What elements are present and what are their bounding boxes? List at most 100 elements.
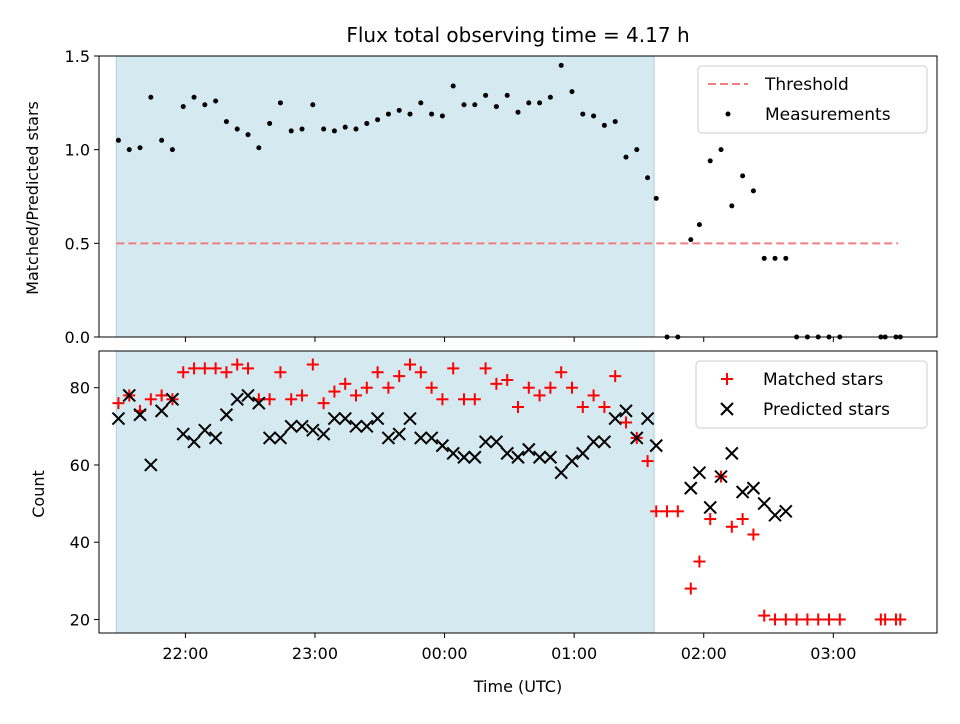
cross-b [543, 450, 558, 464]
matched-star-point [458, 393, 471, 406]
legend-matched-swatch [721, 373, 733, 385]
matched-star-point [339, 377, 352, 390]
y-tick-label: 1.5 [65, 47, 90, 66]
predicted-star-point [176, 427, 190, 441]
matched-star-point [533, 389, 546, 402]
y-tick-label: 0.5 [65, 234, 90, 253]
plot-frame [98, 350, 938, 634]
predicted-star-point [468, 450, 482, 464]
predicted-star-point [640, 411, 655, 426]
cross-b [284, 419, 298, 434]
x-tick-label: 22:00 [162, 644, 208, 663]
cross-b [381, 431, 396, 445]
matched-star-point [747, 528, 760, 541]
cross-b [230, 392, 244, 406]
x-tick-label: 01:00 [551, 644, 597, 663]
predicted-star-point [230, 392, 244, 406]
cross-b [241, 388, 255, 403]
legend-measurements-label: Measurements [765, 105, 891, 125]
measurement-point [148, 94, 154, 100]
cross-b [122, 388, 136, 403]
y-tick-label: 20 [70, 610, 90, 629]
cross-b [522, 442, 536, 457]
matched-star-point [371, 366, 384, 379]
measurement-point [504, 92, 510, 98]
measurement-point [645, 175, 651, 181]
cross-b [327, 411, 342, 426]
matched-star-point [812, 613, 825, 626]
measurement-point [353, 126, 359, 132]
predicted-star-point [144, 458, 158, 472]
cross-b [306, 423, 320, 437]
predicted-star-point [219, 408, 234, 422]
top-legend-box [697, 65, 928, 134]
legend-measurements-swatch [725, 111, 731, 117]
matched-star-point [360, 381, 373, 394]
predicted-star-point [338, 411, 352, 426]
measurement-point [634, 147, 640, 153]
cross-b [198, 423, 212, 437]
matched-star-point [894, 613, 907, 626]
predicted-star-point [187, 435, 201, 449]
matched-star-point [285, 393, 298, 406]
matched-star-point [306, 358, 319, 371]
cross-b [489, 435, 504, 449]
cross-b [714, 469, 728, 484]
predicted-stars-series [111, 388, 793, 522]
predicted-star-point [489, 435, 504, 449]
predicted-star-point [619, 404, 633, 418]
measurement-point [180, 104, 186, 110]
cross-b [414, 431, 428, 445]
measurement-point [299, 126, 305, 132]
cross-b [403, 411, 417, 426]
matched-star-point [704, 513, 717, 526]
legend-threshold-label: Threshold [764, 75, 849, 95]
measurement-point [526, 100, 532, 106]
cross-b [392, 427, 406, 441]
measurement-point [137, 145, 143, 151]
predicted-star-point [403, 411, 417, 426]
predicted-star-point [327, 411, 342, 426]
cross-b [779, 504, 793, 519]
y-tick-label: 0.0 [65, 328, 90, 347]
predicted-star-point [284, 419, 298, 434]
y-tick-label: 1.0 [65, 141, 90, 160]
measurement-point [696, 222, 702, 228]
measurement-point [115, 137, 121, 143]
matched-star-point [393, 370, 406, 383]
cross-b [640, 411, 655, 426]
predicted-star-point [435, 438, 450, 453]
measurement-point [159, 137, 165, 143]
predicted-star-point [198, 423, 212, 437]
predicted-star-point [649, 438, 663, 453]
measurement-point [396, 107, 402, 113]
predicted-star-point [349, 419, 363, 434]
cross-b [360, 419, 374, 434]
matched-star-point [198, 362, 211, 375]
cross-b [111, 411, 126, 426]
top-y-axis-label: Matched/Predicted stars [23, 101, 42, 295]
matched-star-point [144, 393, 157, 406]
predicted-star-point [746, 481, 761, 495]
cross-b [746, 481, 761, 495]
measurement-point [364, 120, 370, 126]
matched-star-point [544, 381, 557, 394]
cross-b [446, 446, 460, 461]
matched-star-point [823, 613, 836, 626]
predicted-star-point [735, 485, 750, 499]
cross-b [684, 481, 698, 495]
cross-b [338, 411, 352, 426]
observing-window-shade [115, 350, 655, 634]
predicted-star-point [565, 454, 579, 468]
predicted-star-point [122, 388, 136, 403]
predicted-star-point [241, 388, 255, 403]
bottom-legend: Matched stars Predicted stars [695, 360, 928, 429]
matched-star-point [274, 366, 287, 379]
measurement-point [169, 147, 175, 153]
measurement-point [740, 173, 746, 179]
predicted-star-point [779, 504, 793, 519]
cross-b [252, 396, 266, 410]
predicted-star-point [478, 435, 493, 449]
matched-star-point [587, 389, 600, 402]
matched-star-point [779, 613, 792, 626]
